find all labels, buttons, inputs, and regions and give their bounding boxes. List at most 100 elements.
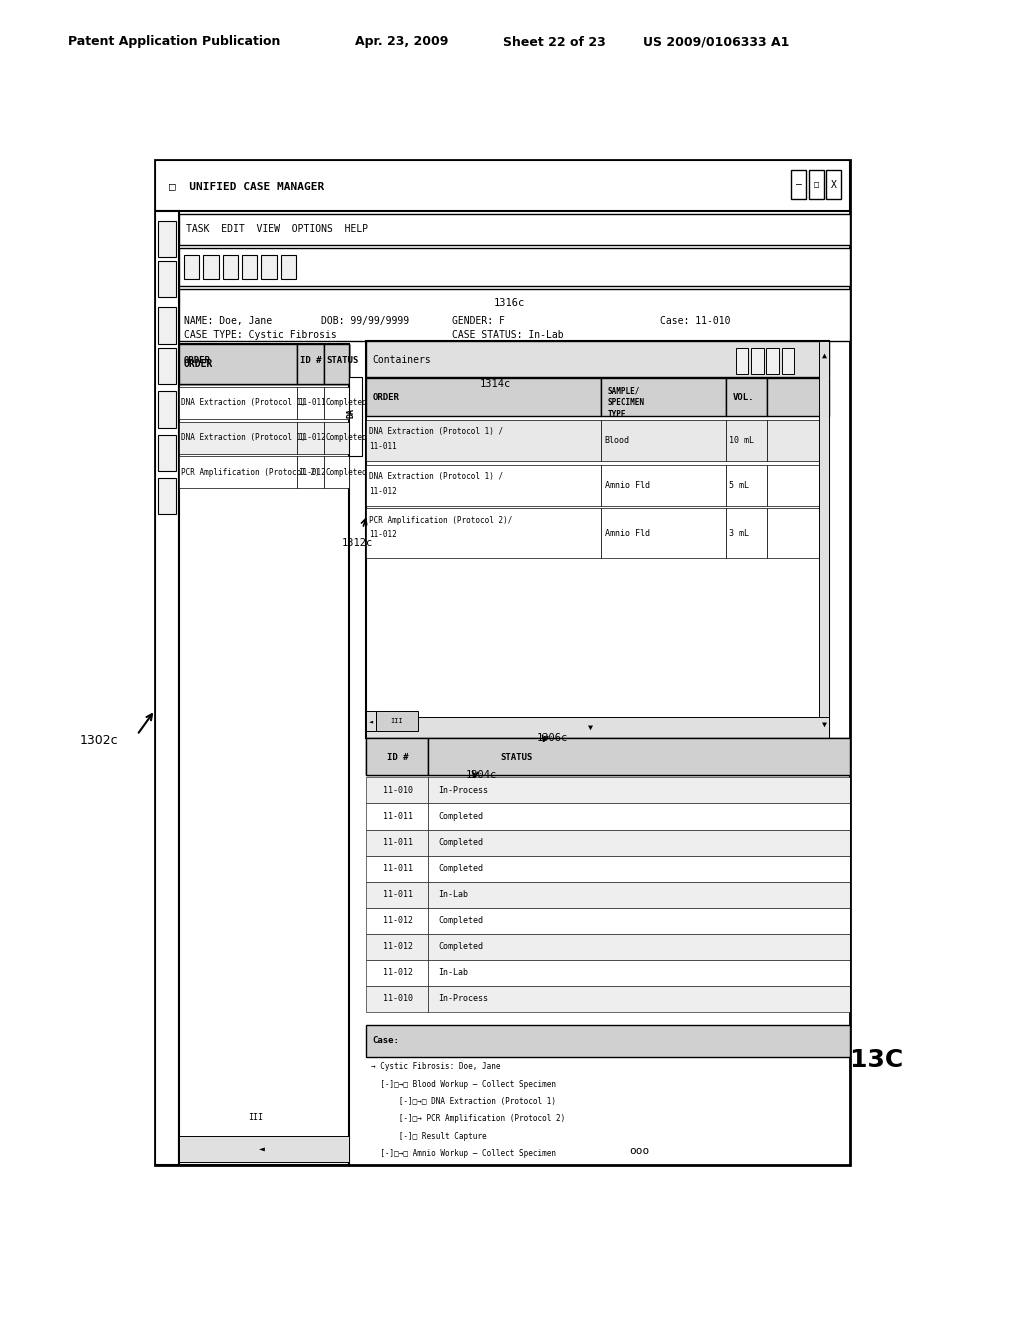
Bar xyxy=(297,421,325,454)
Bar xyxy=(159,261,176,297)
Text: SPECIMEN: SPECIMEN xyxy=(608,399,645,408)
Text: [-]□→ PCR Amplification (Protocol 2): [-]□→ PCR Amplification (Protocol 2) xyxy=(371,1184,565,1193)
Bar xyxy=(325,343,348,384)
Text: 11-011: 11-011 xyxy=(383,890,414,899)
Text: 11-012: 11-012 xyxy=(383,916,414,925)
Bar xyxy=(159,348,176,384)
Bar xyxy=(366,420,601,461)
Bar xyxy=(366,738,850,775)
Bar xyxy=(366,341,829,738)
Bar xyxy=(366,508,601,557)
Bar xyxy=(781,348,794,374)
Bar xyxy=(179,289,850,341)
Text: US 2009/0106333 A1: US 2009/0106333 A1 xyxy=(643,36,790,49)
Bar xyxy=(366,986,428,1011)
Text: ▼: ▼ xyxy=(822,719,827,729)
Text: STATUS: STATUS xyxy=(327,356,358,366)
Text: Completed: Completed xyxy=(438,838,483,847)
Bar xyxy=(766,348,779,374)
Text: 11-012: 11-012 xyxy=(298,433,326,442)
Text: TASK  EDIT  VIEW  OPTIONS  HELP: TASK EDIT VIEW OPTIONS HELP xyxy=(186,224,369,235)
Text: Completed: Completed xyxy=(438,865,483,873)
Text: ORDER: ORDER xyxy=(184,359,213,368)
Bar xyxy=(428,777,850,804)
Bar xyxy=(242,256,257,279)
Text: Completed: Completed xyxy=(438,942,483,952)
Text: Completed: Completed xyxy=(326,399,368,408)
Bar xyxy=(281,256,296,279)
Text: III: III xyxy=(248,1113,263,1122)
Text: GENDER: F: GENDER: F xyxy=(453,315,505,326)
Text: Completed: Completed xyxy=(326,433,368,442)
Bar xyxy=(366,379,601,416)
Text: 11-010: 11-010 xyxy=(383,994,414,1003)
Text: → Cystic Fibrosis: Doe, Jane: → Cystic Fibrosis: Doe, Jane xyxy=(371,1063,501,1071)
Bar xyxy=(428,804,850,829)
Bar xyxy=(366,855,428,882)
Text: Completed: Completed xyxy=(438,916,483,925)
Bar xyxy=(348,378,362,457)
Text: 11-012: 11-012 xyxy=(370,487,397,495)
Bar xyxy=(184,256,200,279)
Bar xyxy=(726,465,767,506)
Text: 1316c: 1316c xyxy=(494,298,525,308)
Bar xyxy=(428,829,850,855)
Bar xyxy=(325,387,348,418)
Bar xyxy=(428,882,850,908)
Text: [-]□→□ Blood Workup – Collect Specimen: [-]□→□ Blood Workup – Collect Specimen xyxy=(371,1080,556,1089)
Text: CASE TYPE: Cystic Fibrosis: CASE TYPE: Cystic Fibrosis xyxy=(184,330,337,341)
Bar xyxy=(428,908,850,933)
Text: Containers: Containers xyxy=(373,355,431,364)
Bar xyxy=(809,170,823,199)
Bar xyxy=(767,420,829,461)
Text: ID #: ID # xyxy=(300,356,322,366)
Bar xyxy=(366,960,428,986)
Bar xyxy=(736,348,749,374)
Bar xyxy=(428,855,850,882)
Text: III: III xyxy=(391,718,403,725)
Text: 11-011: 11-011 xyxy=(383,812,414,821)
Bar xyxy=(179,421,297,454)
Text: Amnio Fld: Amnio Fld xyxy=(604,480,649,490)
Text: 10 mL: 10 mL xyxy=(729,436,754,445)
Bar xyxy=(366,882,428,908)
Text: X: X xyxy=(830,180,837,190)
Bar xyxy=(366,465,601,506)
Text: Sheet 22 of 23: Sheet 22 of 23 xyxy=(503,36,606,49)
Text: DOB: 99/99/9999: DOB: 99/99/9999 xyxy=(321,315,410,326)
Text: ORDER: ORDER xyxy=(184,356,211,366)
Text: ID #: ID # xyxy=(387,752,409,762)
Text: ▼: ▼ xyxy=(588,722,593,731)
Text: 11-011: 11-011 xyxy=(383,838,414,847)
Bar xyxy=(179,387,297,418)
Text: STATUS: STATUS xyxy=(501,752,534,762)
Bar xyxy=(159,391,176,428)
Bar xyxy=(726,379,767,416)
Bar xyxy=(366,341,829,378)
Text: ooo: ooo xyxy=(629,1146,649,1155)
Bar xyxy=(155,160,850,1166)
Bar xyxy=(223,256,238,279)
Text: 5 mL: 5 mL xyxy=(729,480,749,490)
Text: PCR Amplification (Protocol 2): PCR Amplification (Protocol 2) xyxy=(181,467,321,477)
Text: □: □ xyxy=(814,180,818,189)
Bar xyxy=(767,379,829,416)
Bar xyxy=(366,908,428,933)
Text: 1314c: 1314c xyxy=(480,379,511,389)
Bar xyxy=(366,804,428,829)
Bar xyxy=(179,248,850,286)
Text: ── Cystic Fibrosis: ── Cystic Fibrosis xyxy=(371,1218,463,1228)
Bar xyxy=(297,457,325,488)
Bar xyxy=(179,457,297,488)
Bar xyxy=(179,343,348,384)
Text: FIG. 13C: FIG. 13C xyxy=(785,1048,903,1072)
Text: 11-012: 11-012 xyxy=(370,531,397,539)
Text: In-Process: In-Process xyxy=(438,785,488,795)
Bar xyxy=(204,256,218,279)
Bar xyxy=(428,933,850,960)
Bar xyxy=(428,986,850,1011)
Bar xyxy=(366,738,428,775)
Text: DNA Extraction (Protocol 1): DNA Extraction (Protocol 1) xyxy=(181,399,306,408)
Text: Completed: Completed xyxy=(438,812,483,821)
Bar xyxy=(428,960,850,986)
